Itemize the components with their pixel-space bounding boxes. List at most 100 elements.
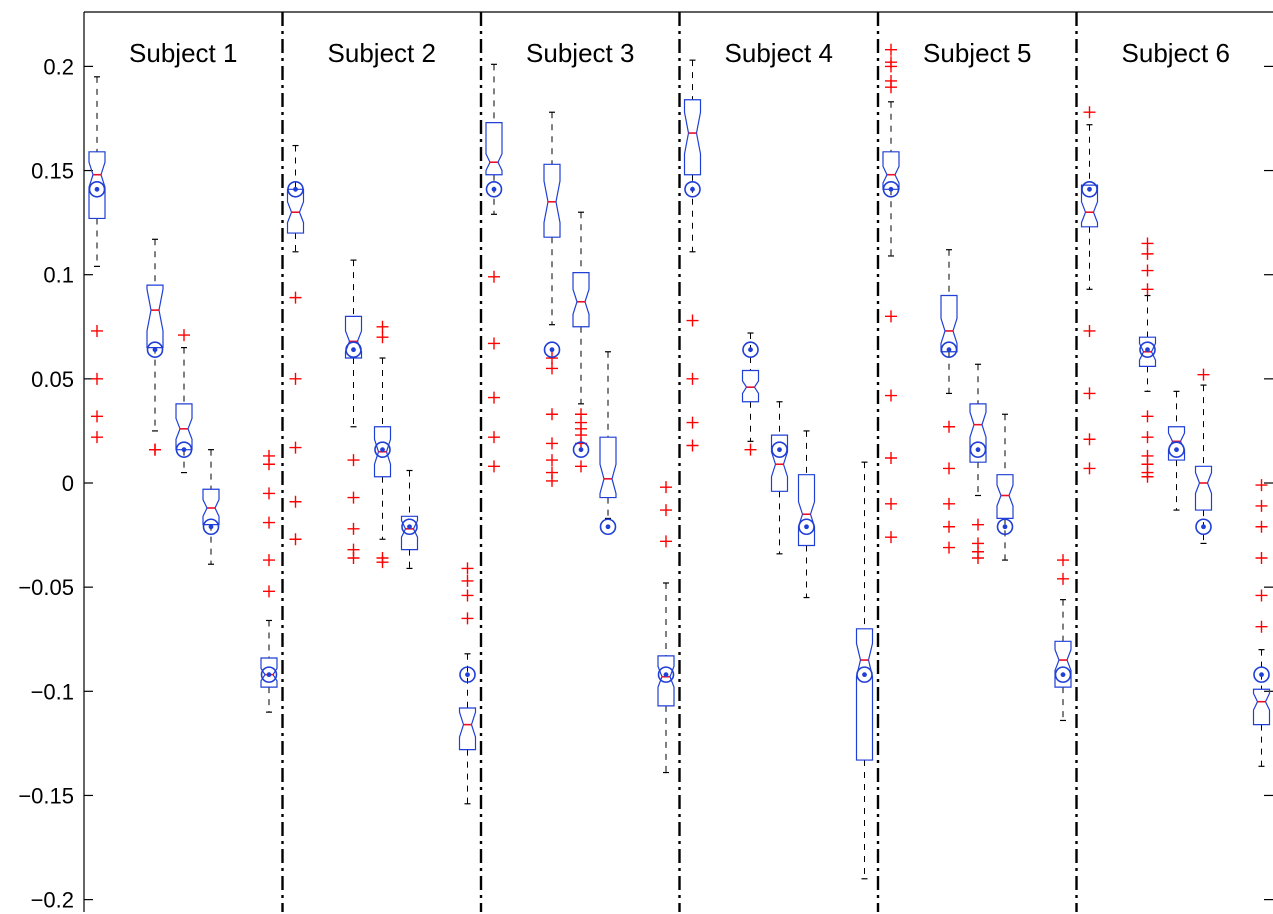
outlier-marker (1255, 551, 1268, 564)
outlier-marker (91, 372, 103, 385)
reference-dot (1002, 524, 1008, 530)
box-body (1252, 688, 1271, 726)
outlier-marker (1141, 431, 1154, 444)
outlier-marker (91, 324, 103, 337)
box-body (286, 188, 305, 234)
box-body (940, 294, 958, 353)
reference-circle (374, 441, 391, 458)
box-body (770, 434, 789, 492)
outlier-marker (263, 516, 275, 529)
outlier-marker (885, 452, 897, 465)
reference-dot (181, 447, 187, 453)
box-body (458, 707, 477, 751)
reference-circle (940, 341, 958, 358)
outlier-marker (1255, 520, 1268, 533)
outlier-marker (347, 454, 360, 467)
outlier-marker (1197, 368, 1210, 381)
outlier-marker (1141, 237, 1154, 250)
box-body (969, 403, 987, 463)
outlier-marker (376, 331, 389, 344)
reference-dot (1145, 347, 1150, 353)
reference-dot (690, 186, 695, 192)
reference-circle (543, 341, 561, 358)
box-body (146, 284, 164, 349)
outlier-marker (347, 551, 360, 564)
box-item (1054, 554, 1072, 722)
reference-dot (208, 524, 214, 530)
outlier-marker (943, 462, 955, 475)
axes: 0.2 0.15 0.1 0.05 0 −0.05 −0.1 −0.15 −0.2 (18, 11, 1273, 913)
box-item (88, 76, 106, 444)
reference-circle (485, 180, 503, 198)
box-item (485, 63, 503, 473)
reference-dot (351, 347, 356, 353)
box-item (741, 332, 760, 456)
reference-circle (1054, 666, 1072, 683)
reference-circle (260, 666, 278, 683)
outlier-marker (376, 320, 389, 333)
outlier-marker (178, 329, 190, 342)
outlier-marker (1057, 572, 1069, 585)
outlier-marker (1141, 247, 1154, 260)
outlier-marker (744, 443, 757, 456)
box-item (599, 351, 617, 536)
outlier-marker (1255, 620, 1268, 633)
reference-dot (862, 672, 867, 678)
box-body (1194, 465, 1213, 511)
outlier-marker (1141, 470, 1154, 483)
subject-label: Subject 5 (923, 38, 1031, 68)
reference-circle (345, 341, 362, 358)
reference-dot (380, 447, 385, 453)
reference-dot (946, 347, 952, 353)
outlier-marker (943, 497, 955, 510)
reference-dot (94, 186, 100, 192)
outlier-marker (1141, 264, 1154, 277)
box-body (996, 474, 1014, 520)
outlier-marker (461, 612, 474, 625)
y-tick-label: 0.05 (31, 367, 74, 392)
reference-dot (888, 186, 894, 192)
outlier-marker (885, 310, 897, 323)
reference-dot (266, 672, 272, 678)
reference-circle (969, 441, 987, 458)
outlier-marker (263, 554, 275, 567)
outlier-marker (461, 562, 474, 575)
box-item (146, 238, 164, 456)
box-body (88, 151, 106, 220)
box-body (741, 369, 760, 403)
outlier-marker (575, 460, 587, 473)
subject-label: Subject 2 (328, 38, 436, 68)
subject-label: Subject 3 (526, 38, 634, 68)
box-body (1054, 640, 1072, 688)
reference-dot (407, 524, 412, 530)
reference-circle (798, 518, 815, 536)
reference-dot (804, 524, 809, 530)
outlier-marker (461, 589, 474, 602)
outlier-marker (289, 291, 302, 304)
outlier-marker (943, 541, 955, 554)
y-tick-label: −0.05 (18, 575, 74, 600)
outlier-marker (488, 391, 500, 404)
y-tick-label: 0 (62, 471, 74, 496)
box-item (344, 259, 363, 564)
reference-circle (856, 666, 873, 683)
outlier-marker (546, 408, 558, 421)
reference-dot (1201, 524, 1206, 530)
reference-circle (1195, 518, 1212, 536)
outlier-marker (1083, 106, 1096, 119)
box-body (572, 272, 590, 328)
outlier-marker (1083, 324, 1096, 337)
outlier-marker (488, 270, 500, 283)
box-item (969, 363, 987, 564)
outlier-marker (1141, 410, 1154, 423)
y-tick-label: 0.1 (43, 263, 74, 288)
outlier-marker (488, 460, 500, 473)
outlier-marker (972, 518, 984, 531)
outlier-marker (289, 441, 302, 454)
reference-dot (465, 672, 470, 678)
reference-circle (175, 441, 193, 458)
reference-circle (88, 180, 106, 198)
reference-circle (287, 180, 304, 198)
reference-dot (975, 447, 981, 453)
reference-circle (146, 341, 164, 358)
